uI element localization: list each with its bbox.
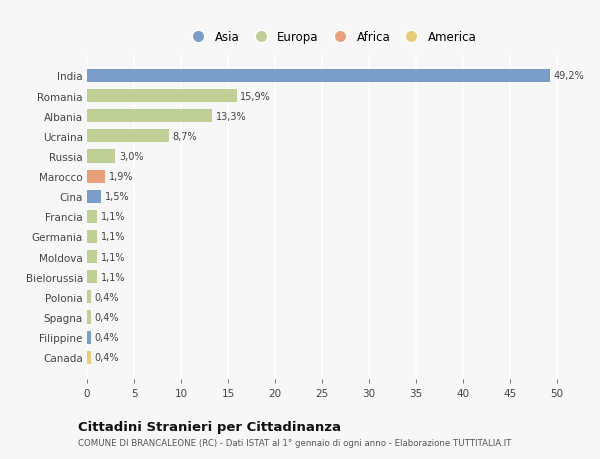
Bar — [87, 311, 91, 324]
Bar — [87, 190, 101, 203]
Bar — [87, 230, 97, 243]
Bar — [87, 210, 97, 224]
Text: 13,3%: 13,3% — [216, 112, 247, 122]
Bar — [87, 331, 91, 344]
Bar — [87, 130, 169, 143]
Bar — [87, 70, 550, 83]
Legend: Asia, Europa, Africa, America: Asia, Europa, Africa, America — [184, 28, 479, 46]
Text: 1,1%: 1,1% — [101, 232, 125, 242]
Text: 49,2%: 49,2% — [553, 71, 584, 81]
Text: 0,4%: 0,4% — [95, 353, 119, 363]
Text: 1,5%: 1,5% — [105, 192, 130, 202]
Bar — [87, 110, 212, 123]
Text: 0,4%: 0,4% — [95, 332, 119, 342]
Bar — [87, 150, 115, 163]
Bar — [87, 251, 97, 263]
Bar — [87, 271, 97, 284]
Text: 1,9%: 1,9% — [109, 172, 133, 182]
Text: 8,7%: 8,7% — [173, 132, 197, 141]
Text: 1,1%: 1,1% — [101, 212, 125, 222]
Text: 1,1%: 1,1% — [101, 272, 125, 282]
Text: Cittadini Stranieri per Cittadinanza: Cittadini Stranieri per Cittadinanza — [78, 420, 341, 433]
Text: 15,9%: 15,9% — [240, 91, 271, 101]
Text: 0,4%: 0,4% — [95, 292, 119, 302]
Text: 3,0%: 3,0% — [119, 151, 143, 162]
Text: 1,1%: 1,1% — [101, 252, 125, 262]
Bar — [87, 291, 91, 304]
Bar — [87, 90, 236, 103]
Text: 0,4%: 0,4% — [95, 312, 119, 322]
Bar — [87, 170, 105, 183]
Text: COMUNE DI BRANCALEONE (RC) - Dati ISTAT al 1° gennaio di ogni anno - Elaborazion: COMUNE DI BRANCALEONE (RC) - Dati ISTAT … — [78, 438, 511, 448]
Bar — [87, 351, 91, 364]
